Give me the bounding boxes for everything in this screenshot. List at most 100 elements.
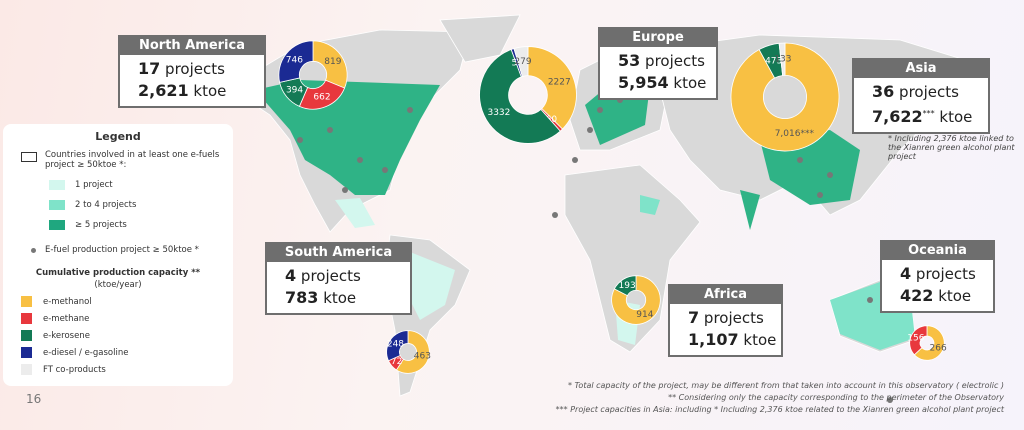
capacity-unit: ktoe — [323, 289, 357, 307]
tier-label: 2 to 4 projects — [75, 200, 137, 210]
donut-segment — [527, 46, 577, 130]
capacity-value: 5,954 — [618, 73, 669, 92]
segment-label: 7,016*** — [775, 129, 815, 139]
projects-count: 17 — [138, 59, 161, 78]
donut-segment — [909, 325, 928, 356]
projects-unit: projects — [165, 60, 225, 78]
donut-segment — [278, 40, 314, 83]
capacity-value: 783 — [285, 288, 319, 307]
donut-segment — [386, 330, 409, 362]
region-title: Oceania — [882, 242, 993, 260]
product-label: e-methane — [43, 314, 90, 324]
segment-label: 72 — [391, 357, 402, 367]
legend-title: Legend — [95, 130, 141, 143]
capacity-line: 2,621 ktoe — [120, 80, 264, 106]
projects-unit: projects — [899, 83, 959, 101]
product-swatch — [21, 313, 32, 324]
projects-count: 7 — [688, 308, 700, 327]
footnote: *** Project capacities in Asia: includin… — [555, 405, 1004, 414]
region-title: South America — [267, 244, 410, 262]
tier-swatch — [49, 180, 65, 190]
projects-line: 4 projects — [882, 260, 993, 285]
product-label: FT co-products — [43, 365, 106, 375]
legend-dot-label: E-fuel production project ≥ 50ktoe * — [45, 245, 199, 255]
donut-segment — [778, 42, 786, 76]
tier-swatch — [49, 220, 65, 230]
donut-segment — [395, 330, 430, 374]
projects-unit: projects — [915, 265, 976, 283]
capacity-value: 7,622 — [872, 107, 923, 126]
segment-label: 133 — [774, 55, 791, 65]
segment-label: 156 — [907, 334, 924, 344]
segment-label: 3332 — [487, 108, 510, 118]
capacity-unit: ktoe — [938, 287, 972, 305]
legend: Legend Countries involved in at least on… — [3, 124, 233, 386]
region-box: Oceania 4 projects 422 ktoe — [880, 240, 995, 313]
capacity-line: 7,622*** ktoe — [854, 103, 988, 132]
projects-unit: projects — [300, 267, 361, 285]
product-label: e-kerosene — [43, 331, 90, 341]
capacity-value: 422 — [900, 286, 934, 305]
page-number: 16 — [26, 392, 42, 406]
donut-segment — [513, 46, 529, 77]
donut-segment — [611, 275, 661, 325]
legend-dot — [31, 248, 36, 253]
region-title: North America — [120, 37, 264, 55]
projects-line: 53 projects — [600, 47, 716, 72]
region-box: Asia 36 projects 7,622*** ktoe — [852, 58, 990, 134]
capacity-value: 2,621 — [138, 81, 189, 100]
projects-count: 53 — [618, 51, 641, 70]
tier-label: 1 project — [75, 180, 113, 190]
segment-label: 662 — [313, 93, 330, 103]
product-label: e-methanol — [43, 297, 92, 307]
capacity-line: 5,954 ktoe — [600, 72, 716, 98]
capacity-unit: ktoe — [673, 74, 707, 92]
footnote: ** Considering only the capacity corresp… — [668, 393, 1004, 402]
donut-segment — [479, 49, 561, 144]
projects-unit: projects — [703, 309, 764, 327]
projects-unit: projects — [645, 52, 705, 70]
projects-line: 4 projects — [267, 262, 410, 287]
projects-line: 17 projects — [120, 55, 264, 80]
region-title: Europe — [600, 29, 716, 47]
donut-segment — [730, 42, 840, 152]
donut-segment — [613, 275, 637, 297]
tier-label: ≥ 5 projects — [75, 220, 127, 230]
product-swatch — [21, 330, 32, 341]
capacity-unit: ktoe — [939, 108, 973, 126]
segment-label: 473 — [765, 56, 782, 66]
capacity-title: Cumulative production capacity ** — [35, 268, 201, 278]
footnote: * Total capacity of the project, may be … — [567, 381, 1004, 390]
segment-label: 819 — [324, 57, 341, 67]
region-box: South America 4 projects 783 ktoe — [265, 242, 412, 315]
capacity-unit: ktoe — [193, 82, 227, 100]
projects-count: 4 — [900, 264, 912, 283]
donut-segment — [312, 40, 348, 89]
capacity-value: 1,107 — [688, 330, 739, 349]
region-note: * Including 2,376 ktoe linked to the Xia… — [888, 134, 1015, 161]
segment-label: 914 — [636, 310, 653, 320]
region-title: Africa — [670, 286, 781, 304]
segment-label: 60 — [546, 115, 558, 125]
donut-segment — [913, 325, 945, 361]
projects-count: 36 — [872, 82, 895, 101]
projects-line: 7 projects — [670, 304, 781, 329]
segment-label: 394 — [286, 86, 303, 96]
capacity-unit: ktoe — [743, 331, 777, 349]
capacity-line: 1,107 ktoe — [670, 329, 781, 355]
product-swatch — [21, 364, 32, 375]
region-box: Africa 7 projects 1,107 ktoe — [668, 284, 783, 357]
legend-countries: Countries involved in at least one e-fue… — [45, 150, 220, 170]
project-dots — [297, 97, 893, 403]
legend-outline-swatch — [21, 152, 37, 162]
capacity-marker: *** — [922, 109, 935, 118]
tier-swatch — [49, 200, 65, 210]
segment-label: 279 — [514, 57, 531, 67]
product-label: e-diesel / e-gasoline — [43, 348, 129, 358]
projects-count: 4 — [285, 266, 297, 285]
segment-label: 266 — [930, 343, 947, 353]
segment-label: 463 — [414, 352, 431, 362]
capacity-line: 783 ktoe — [267, 287, 410, 313]
